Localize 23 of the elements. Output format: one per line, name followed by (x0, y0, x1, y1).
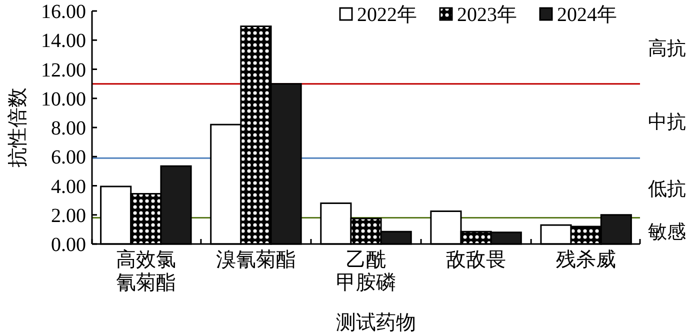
text: 敏感 (648, 222, 686, 243)
x-tick-label: 乙酰甲胺磷 (336, 249, 396, 294)
y-axis-title: 抗性倍数 (7, 88, 29, 168)
x-tick-label: 高效氯氰菊酯 (116, 248, 176, 294)
y-tick-label: 4.00 (51, 176, 86, 198)
text: 低抗 (648, 178, 686, 200)
legend-label: 2023年 (457, 4, 517, 26)
y-tick-label: 6.00 (51, 146, 86, 169)
x-tick-label: 敌敌畏 (446, 249, 506, 271)
text: 中抗 (648, 112, 686, 133)
y-tick-label: 16.00 (41, 1, 86, 23)
y-tick-label: 8.00 (51, 118, 86, 140)
y-tick-label: 12.00 (41, 59, 86, 82)
legend-label: 2022年 (357, 4, 417, 26)
y-tick-label: 14.00 (41, 30, 86, 52)
y-tick-label: 2.00 (51, 204, 86, 227)
x-tick-label: 残杀威 (556, 249, 616, 271)
y-tick-label: 0.00 (51, 234, 86, 256)
x-tick-label: 溴氰菊酯 (216, 249, 296, 271)
text: 高抗 (648, 37, 686, 60)
legend-label: 2024年 (557, 4, 617, 26)
x-axis-title: 测试药物 (336, 312, 416, 334)
y-tick-label: 10.00 (41, 88, 86, 110)
